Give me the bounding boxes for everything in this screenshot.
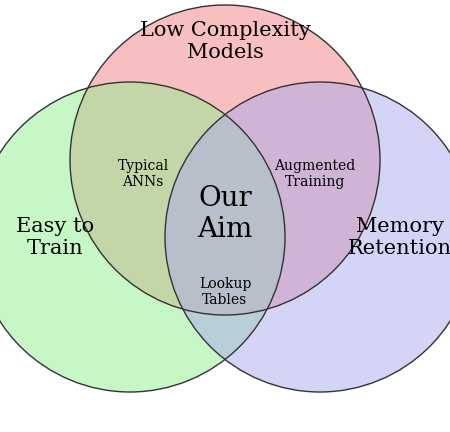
Circle shape: [70, 5, 380, 315]
Text: Our
Aim: Our Aim: [197, 185, 253, 243]
Text: Lookup
Tables: Lookup Tables: [199, 277, 251, 307]
Circle shape: [0, 82, 285, 392]
Circle shape: [165, 82, 450, 392]
Text: Low Complexity
Models: Low Complexity Models: [140, 22, 310, 63]
Text: Augmented
Training: Augmented Training: [274, 159, 356, 189]
Text: Typical
ANNs: Typical ANNs: [117, 159, 169, 189]
Text: Memory
Retention: Memory Retention: [348, 216, 450, 257]
Text: Easy to
Train: Easy to Train: [16, 216, 94, 257]
